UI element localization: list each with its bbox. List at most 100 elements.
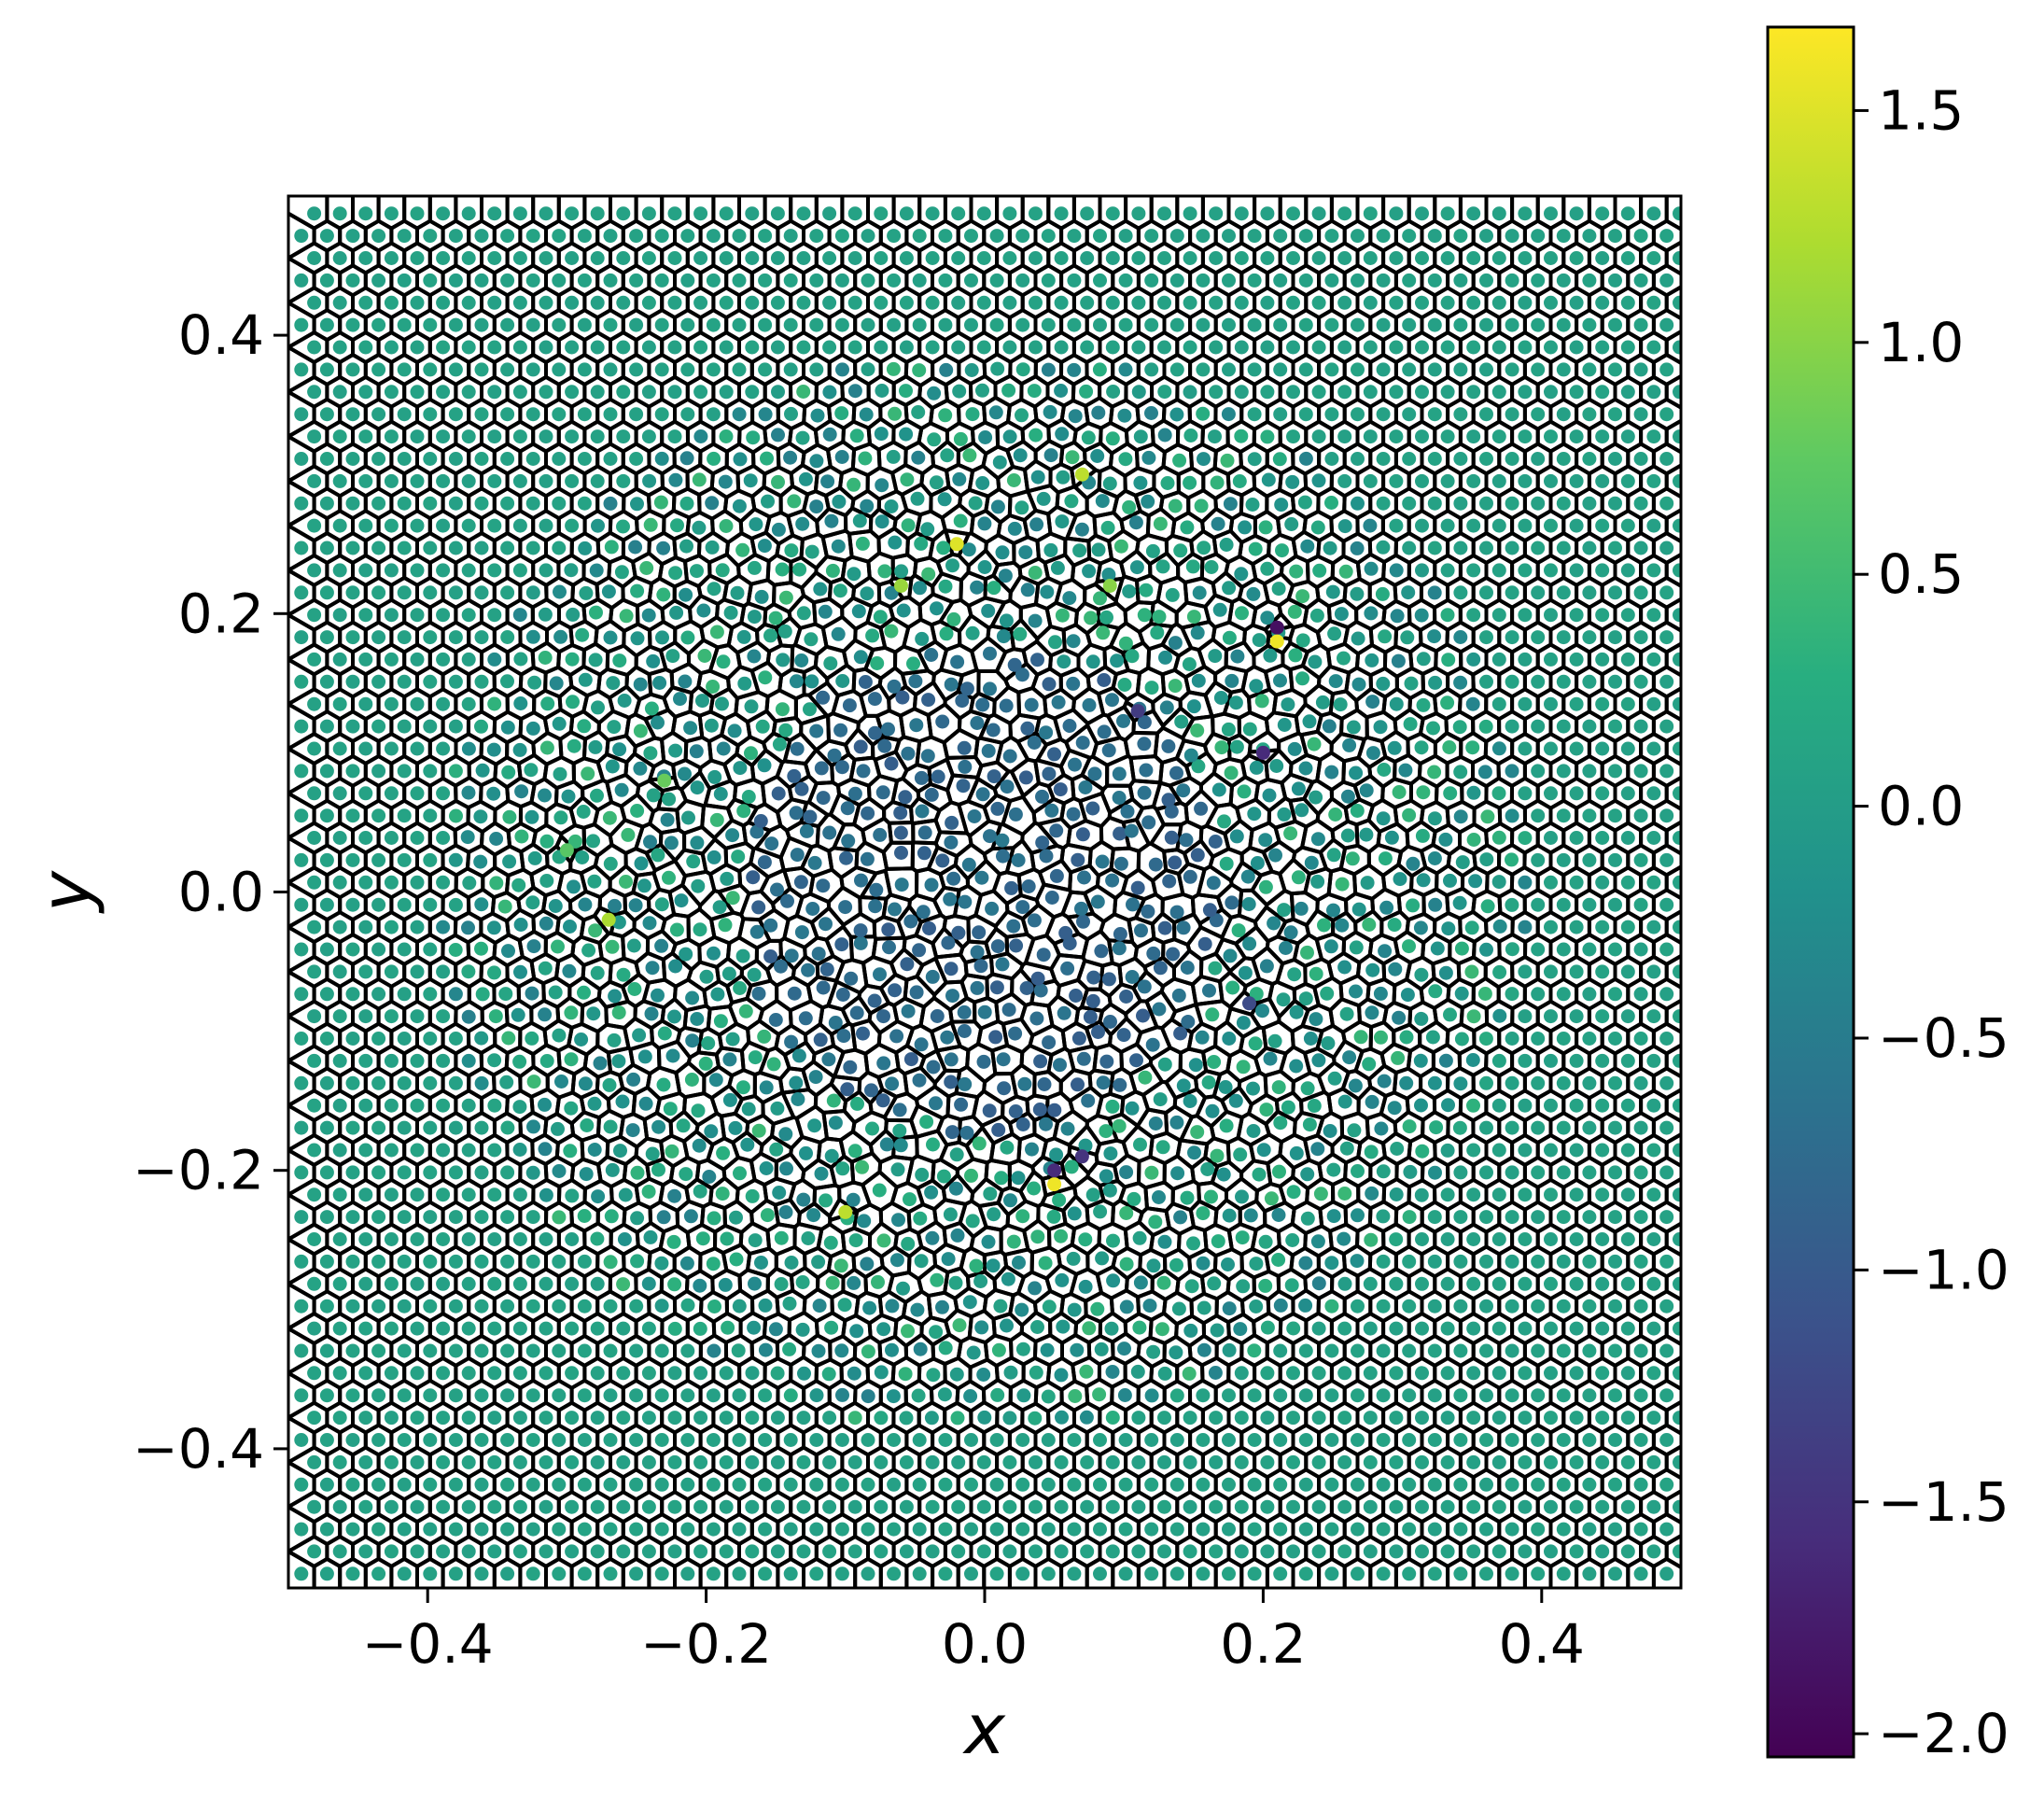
- data-point: [358, 1499, 373, 1514]
- data-point: [564, 1005, 579, 1020]
- data-point: [1351, 1343, 1365, 1358]
- data-point: [1440, 1454, 1455, 1469]
- data-point: [926, 1060, 941, 1075]
- data-point: [1595, 964, 1610, 979]
- data-point: [1204, 1189, 1218, 1204]
- data-point: [1389, 1454, 1404, 1469]
- data-point: [1187, 1145, 1201, 1160]
- data-point: [1233, 1322, 1248, 1337]
- data-point: [881, 922, 896, 937]
- data-point: [487, 1499, 502, 1514]
- data-point: [371, 1522, 386, 1537]
- data-point: [1582, 1343, 1597, 1358]
- data-point: [499, 1075, 514, 1089]
- data-point: [603, 1119, 618, 1134]
- data-point: [1582, 1254, 1597, 1269]
- data-point: [1363, 1321, 1378, 1336]
- data-point: [783, 1566, 798, 1581]
- data-point: [1032, 1103, 1047, 1117]
- data-point: [1285, 1233, 1300, 1247]
- data-point: [774, 1230, 789, 1245]
- data-point: [1264, 1191, 1279, 1206]
- data-point: [1016, 1388, 1031, 1403]
- data-point: [436, 1276, 451, 1291]
- data-point: [707, 1299, 721, 1313]
- data-point: [590, 965, 605, 980]
- data-point: [539, 1366, 553, 1381]
- data-point: [1646, 1366, 1661, 1381]
- data-point: [745, 1411, 760, 1426]
- data-point: [577, 985, 591, 1000]
- data-point: [901, 1004, 916, 1018]
- data-point: [294, 987, 309, 1002]
- data-point: [680, 1477, 695, 1492]
- data-point: [345, 1343, 360, 1358]
- data-point: [732, 1477, 747, 1492]
- data-point: [796, 1454, 811, 1469]
- data-point: [1608, 1433, 1622, 1447]
- data-point: [1210, 1148, 1225, 1163]
- data-point: [1454, 1032, 1469, 1046]
- data-point: [618, 1187, 633, 1202]
- data-point: [410, 1143, 425, 1158]
- data-point: [644, 1006, 659, 1021]
- data-point: [1337, 1187, 1352, 1201]
- data-point: [915, 1167, 930, 1182]
- data-point: [1479, 1120, 1493, 1135]
- data-point: [782, 1341, 797, 1356]
- data-point: [552, 1164, 567, 1178]
- data-point: [552, 1566, 567, 1581]
- data-point: [1389, 1187, 1404, 1201]
- data-point: [461, 1499, 476, 1514]
- data-point: [1267, 1033, 1282, 1048]
- data-point: [1620, 920, 1635, 934]
- data-point: [745, 1188, 760, 1203]
- data-point: [1582, 1165, 1597, 1180]
- data-point: [973, 959, 988, 974]
- data-point: [590, 1411, 605, 1426]
- data-point: [981, 1234, 996, 1249]
- data-point: [358, 1098, 373, 1113]
- data-point: [1200, 1162, 1215, 1176]
- data-point: [1466, 1544, 1481, 1559]
- data-point: [993, 1299, 1008, 1313]
- data-point: [1440, 1187, 1455, 1202]
- data-point: [1633, 1477, 1648, 1492]
- data-point: [912, 1522, 927, 1537]
- data-point: [294, 1165, 309, 1180]
- data-point: [1466, 1366, 1481, 1381]
- data-point: [371, 1075, 386, 1090]
- data-point: [1008, 1104, 1023, 1118]
- data-point: [1103, 1015, 1117, 1029]
- data-point: [608, 989, 623, 1004]
- data-point: [745, 1499, 760, 1514]
- data-point: [497, 899, 512, 914]
- data-point: [1427, 1388, 1442, 1403]
- data-point: [1464, 920, 1479, 935]
- data-point: [436, 920, 451, 934]
- data-point: [1569, 1411, 1584, 1426]
- data-point: [914, 1254, 929, 1269]
- data-point: [913, 1341, 928, 1356]
- data-point: [667, 1321, 682, 1336]
- data-point: [358, 1321, 373, 1336]
- data-point: [500, 1120, 515, 1135]
- data-point: [654, 1388, 669, 1403]
- data-point: [1351, 1388, 1365, 1403]
- data-point: [1300, 1081, 1315, 1096]
- data-point: [783, 1477, 798, 1492]
- data-point: [1427, 1210, 1442, 1225]
- data-point: [1132, 1230, 1147, 1245]
- data-point: [1531, 1299, 1546, 1313]
- data-point: [1633, 1388, 1648, 1403]
- data-point: [940, 1030, 955, 1045]
- data-point: [1351, 1164, 1365, 1178]
- data-point: [625, 1123, 640, 1138]
- data-point: [758, 1342, 773, 1357]
- data-point: [1376, 1522, 1391, 1537]
- data-point: [665, 1048, 680, 1063]
- data-point: [397, 1075, 412, 1090]
- data-point: [861, 1477, 875, 1492]
- data-point: [1298, 1256, 1313, 1271]
- data-point: [1273, 1343, 1288, 1358]
